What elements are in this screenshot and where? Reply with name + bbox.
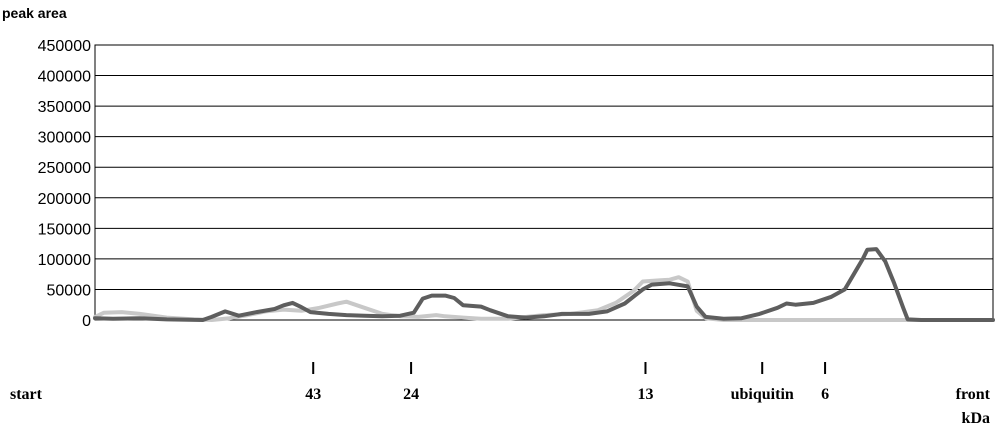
marker-label-1: 43 — [305, 386, 321, 403]
marker-label-3: 13 — [637, 386, 653, 403]
x-axis-unit-label: kDa — [962, 410, 990, 427]
marker-label-0: start — [10, 386, 43, 403]
y-tick-labels: 0 50000 100000 150000 200000 250000 300000 3500… — [38, 38, 91, 330]
y-axis-title: peak area — [2, 5, 67, 21]
y-tick-label-9: 450000 — [38, 38, 91, 55]
data-series — [93, 247, 995, 322]
marker-label-4: ubiquitin — [731, 386, 794, 403]
grid-lines — [95, 44, 993, 321]
y-tick-label-0: 0 — [82, 313, 91, 330]
y-tick-label-7: 350000 — [38, 99, 91, 116]
marker-label-5: 6 — [821, 386, 829, 403]
series-line-0 — [93, 275, 995, 322]
y-tick-label-4: 200000 — [38, 191, 91, 208]
y-tick-label-5: 250000 — [38, 160, 91, 177]
y-tick-label-1: 50000 — [47, 282, 92, 299]
marker-labels: start 43 24 13 ubiquitin 6 front — [10, 362, 991, 403]
y-tick-label-2: 100000 — [38, 252, 91, 269]
y-tick-label-6: 300000 — [38, 130, 91, 147]
y-tick-label-3: 150000 — [38, 221, 91, 238]
plot-frame — [94, 44, 994, 321]
marker-label-6: front — [956, 386, 991, 403]
series-line-1 — [93, 247, 995, 322]
marker-label-2: 24 — [403, 386, 419, 403]
y-tick-label-8: 400000 — [38, 69, 91, 86]
